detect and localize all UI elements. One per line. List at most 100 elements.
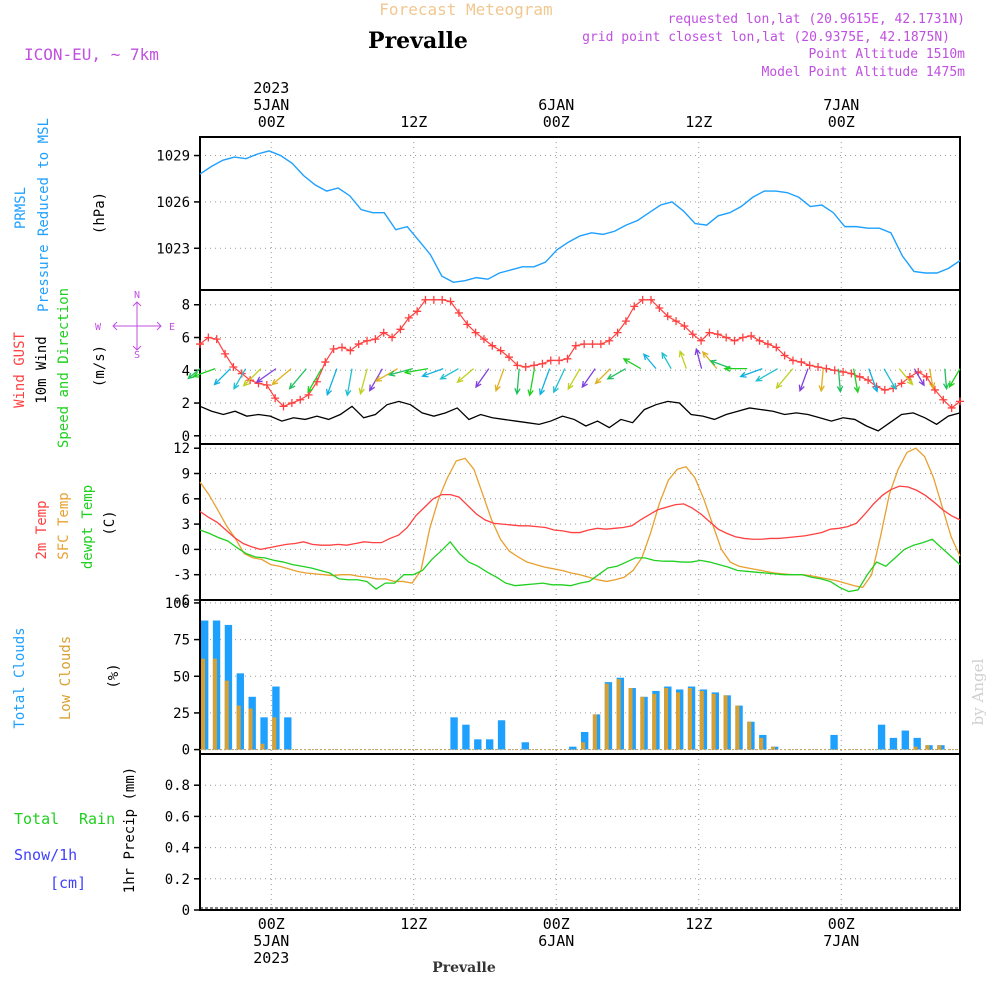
gust-marker [947,403,956,412]
gust-marker [797,358,806,367]
wind-arrow [494,368,505,393]
gust-marker [271,394,280,403]
wind-arrow [326,368,338,397]
bottom-time-label: 12Z [400,915,427,933]
wind-arrow [288,368,307,390]
wind-arrow [421,368,444,378]
gust-marker [897,379,906,388]
y-tick-label: 4 [182,363,190,379]
wind-arrow [868,368,879,393]
label-wind-gust: Wind GUST [12,332,28,408]
y-tick-label: 2 [182,396,190,412]
top-time-label: 6JAN [538,96,574,114]
gust-marker [530,361,539,370]
bottom-time-label: 7JAN [823,932,859,950]
wind-arrow [661,351,672,369]
total-cloud-bar [260,717,268,750]
gust-marker [930,385,939,394]
y-tick-label: 1029 [156,149,190,165]
top-time-label: 00Z [828,113,855,131]
panel-frame [199,443,961,601]
wind-arrow [642,353,657,370]
gust-marker [421,295,430,304]
wind-arrow [538,368,551,396]
label-total: Total [14,810,59,828]
bottom-time-label: 00Z [543,915,570,933]
y-tick-label: 0.8 [165,778,190,794]
gust-marker [738,333,747,342]
y-tick-label: 12 [173,441,190,457]
low-cloud-bar [747,721,752,750]
footer-location: Prevalle [432,960,496,976]
gust-marker [505,353,514,362]
wind-arrow [369,368,383,392]
top-time-label: 00Z [258,113,285,131]
gust-marker [772,343,781,352]
gust-marker [287,399,296,408]
gust-marker [621,317,630,326]
label-dewpt-temp: dewpt Temp [80,485,96,569]
total-cloud-bar [830,734,838,750]
label-snow: Snow/1h [14,846,77,864]
low-cloud-bar [759,737,764,750]
bottom-time-label: 00Z [258,915,285,933]
panel-temperature: -6 -3 0 3 6 9 12 [173,441,961,609]
total-cloud-bar [901,730,909,750]
bottom-time-label: 5JAN [253,932,289,950]
wind-arrow [942,368,950,391]
wind-arrow [818,368,825,393]
label-sfc-temp: SFC Temp [56,492,72,559]
panel-frame [199,753,961,911]
y-tick-label: 0.6 [165,809,190,825]
gust-marker [413,307,422,316]
gust-marker [646,295,655,304]
wind-arrow [581,368,596,389]
wind-arrow [271,368,292,386]
label-rain: Rain [79,810,115,828]
wind-arrow [606,368,626,380]
gust-marker [204,333,213,342]
total-cloud-bar [474,739,482,750]
wind-arrow [739,368,763,378]
gust-marker [747,331,756,340]
wind-arrow [345,368,353,397]
wind-arrow [898,368,914,386]
wind-arrow [187,368,201,380]
label-percent: (%) [106,663,122,688]
wind10m-line [199,400,961,432]
gust-marker [513,361,522,370]
wind-arrow [948,368,961,389]
gust-marker [630,302,639,311]
gust-marker [864,376,873,385]
wind-arrow [553,368,566,394]
gust-marker [596,340,605,349]
label-1hr-precip: 1hr Precip (mm) [122,767,138,893]
gust-marker [329,344,338,353]
gust-marker [922,372,931,381]
top-time-label: 12Z [685,113,712,131]
gust-marker [538,359,547,368]
gust-marker [371,335,380,344]
bottom-time-label: 6JAN [538,932,574,950]
panel-pressure: 1023 1026 1029 [156,136,961,291]
gust-marker [839,367,848,376]
gust-marker [730,336,739,345]
label-speed-direction: Speed and Direction [56,288,72,448]
wind-arrow [527,368,536,397]
wind-arrow [694,347,703,369]
panel-precip: 0 0.2 0.4 0.6 0.8 [165,753,961,919]
gust-marker [404,313,413,322]
wind-arrow [567,368,581,391]
gust-marker [705,328,714,337]
wind-arrow [836,368,844,394]
gust-marker [279,402,288,411]
wind-arrow [213,368,231,386]
total-cloud-bar [877,724,886,750]
low-cloud-bar [212,658,217,750]
low-cloud-bar [925,745,930,750]
total-cloud-bar [486,739,494,750]
gust-marker [672,317,681,326]
wind-arrow [456,368,475,384]
wind-arrow [913,368,925,387]
y-tick-label: 0 [182,743,190,759]
